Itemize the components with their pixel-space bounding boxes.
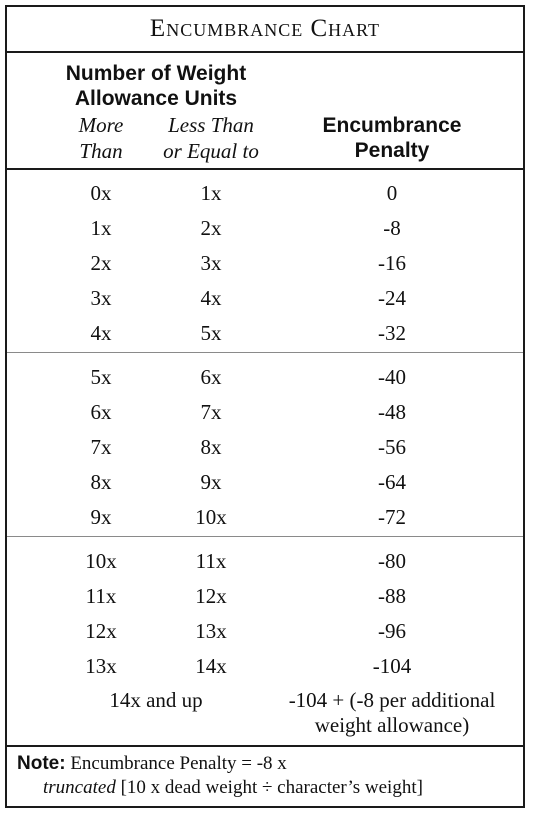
cell-more-than: 10x [85,549,117,573]
header-col2-line2: or Equal to [163,139,259,163]
cell-less-equal: 11x [195,549,227,573]
cell-less-equal: 14x [195,654,227,678]
header-divider [7,168,523,170]
cell-more-than: 4x [90,321,112,345]
footnote: Note: Encumbrance Penalty = -8 x truncat… [17,752,423,800]
cell-penalty: 0 [386,181,398,205]
cell-penalty: -72 [378,505,406,529]
cell-more-than: 13x [85,654,117,678]
cell-final-penalty: -104 + (-8 per additional weight allowan… [267,688,517,738]
cell-less-equal: 5x [200,321,222,345]
note-truncated: truncated [43,777,116,798]
header-group-line2: Allowance Units [74,87,238,110]
cell-penalty: -64 [378,470,406,494]
cell-penalty: -40 [378,365,406,389]
footnote-line1: Note: Encumbrance Penalty = -8 x [17,752,423,776]
cell-less-equal: 12x [195,584,227,608]
cell-more-than: 9x [90,505,112,529]
cell-less-equal: 6x [200,365,222,389]
header-col1-line2: Than [79,139,123,163]
cell-more-than: 6x [90,400,112,424]
chart-title: Encumbrance Chart [7,7,523,53]
note-divider [7,745,523,747]
header-col2-line1: Less Than [168,113,254,137]
footnote-line2: truncated [10 x dead weight ÷ character’… [17,776,423,800]
cell-less-equal: 2x [200,216,222,240]
header-col3-line2: Penalty [354,139,430,162]
header-group-line1: Number of Weight [65,62,247,85]
final-penalty-line2: weight allowance) [314,713,470,737]
cell-penalty: -104 [372,654,412,678]
cell-more-than: 12x [85,619,117,643]
group-divider [7,536,523,537]
cell-less-equal: 10x [195,505,227,529]
cell-penalty: -80 [378,549,406,573]
header-less-equal: Less Than or Equal to [151,112,271,164]
header-more-than: More Than [61,112,141,164]
cell-penalty: -8 [383,216,401,240]
cell-penalty: -48 [378,400,406,424]
cell-penalty: -24 [378,286,406,310]
cell-less-equal: 4x [200,286,222,310]
header-group-label: Number of Weight Allowance Units [61,61,251,111]
cell-less-equal: 9x [200,470,222,494]
group-divider [7,352,523,353]
cell-final-range: 14x and up [109,688,203,712]
cell-more-than: 7x [90,435,112,459]
note-label: Note: [17,753,66,774]
cell-less-equal: 13x [195,619,227,643]
encumbrance-chart-frame: Encumbrance Chart Number of Weight Allow… [5,5,525,808]
note-formula-rest: [10 x dead weight ÷ character’s weight] [120,777,423,798]
cell-more-than: 5x [90,365,112,389]
cell-penalty: -88 [378,584,406,608]
cell-more-than: 8x [90,470,112,494]
cell-more-than: 11x [85,584,117,608]
cell-penalty: -96 [378,619,406,643]
cell-less-equal: 7x [200,400,222,424]
cell-less-equal: 3x [200,251,222,275]
cell-more-than: 1x [90,216,112,240]
note-formula: Encumbrance Penalty = -8 x [70,753,287,774]
cell-more-than: 2x [90,251,112,275]
header-col3-line1: Encumbrance [322,114,462,137]
final-penalty-line1: -104 + (-8 per additional [288,688,496,712]
cell-penalty: -32 [378,321,406,345]
cell-penalty: -56 [378,435,406,459]
header-col1-line1: More [78,113,124,137]
cell-more-than: 3x [90,286,112,310]
cell-less-equal: 1x [200,181,222,205]
cell-less-equal: 8x [200,435,222,459]
cell-more-than: 0x [90,181,112,205]
cell-penalty: -16 [378,251,406,275]
header-encumbrance-penalty: Encumbrance Penalty [307,113,477,163]
